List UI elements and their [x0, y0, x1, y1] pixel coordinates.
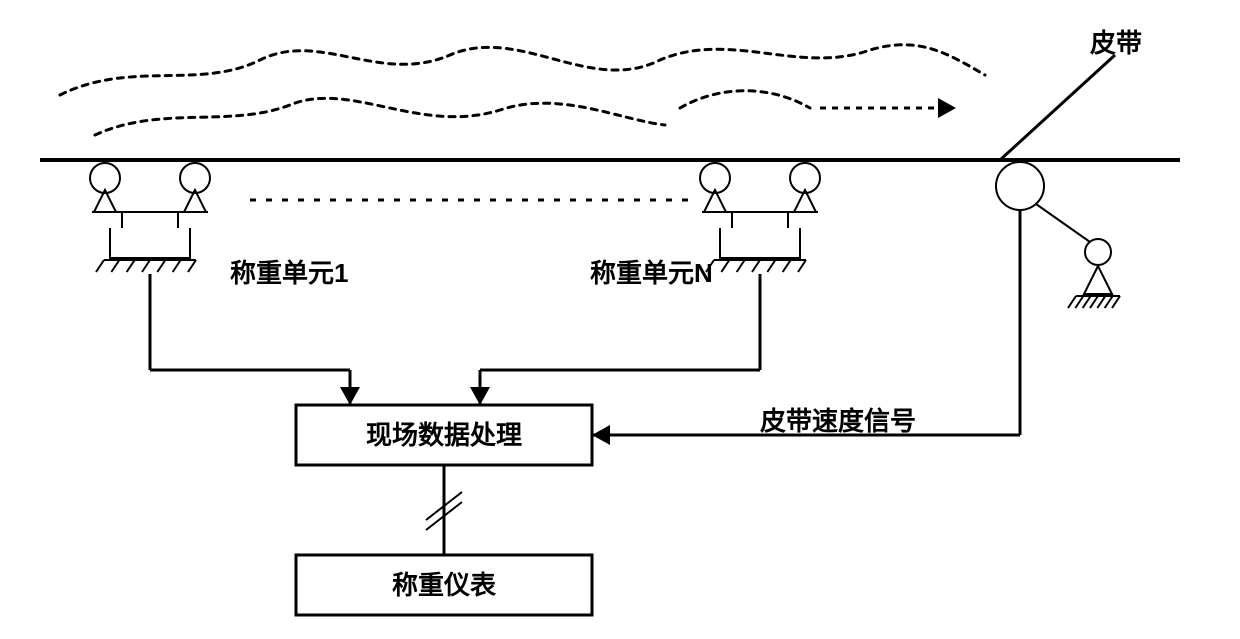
box-processor-label: 现场数据处理	[366, 420, 522, 450]
material-pile	[60, 45, 985, 135]
speed-sensor	[996, 162, 1111, 265]
belt-speed-signal-label: 皮带速度信号	[760, 406, 916, 436]
box-meter-label: 称重仪表	[392, 570, 497, 600]
weighing-unit-1	[90, 163, 210, 258]
weighing-unit-2-label: 称重单元N	[590, 258, 713, 288]
weighing-unit-2	[700, 163, 820, 258]
weighing-unit-1-label: 称重单元1	[230, 258, 348, 288]
belt-label: 皮带	[1090, 28, 1142, 58]
